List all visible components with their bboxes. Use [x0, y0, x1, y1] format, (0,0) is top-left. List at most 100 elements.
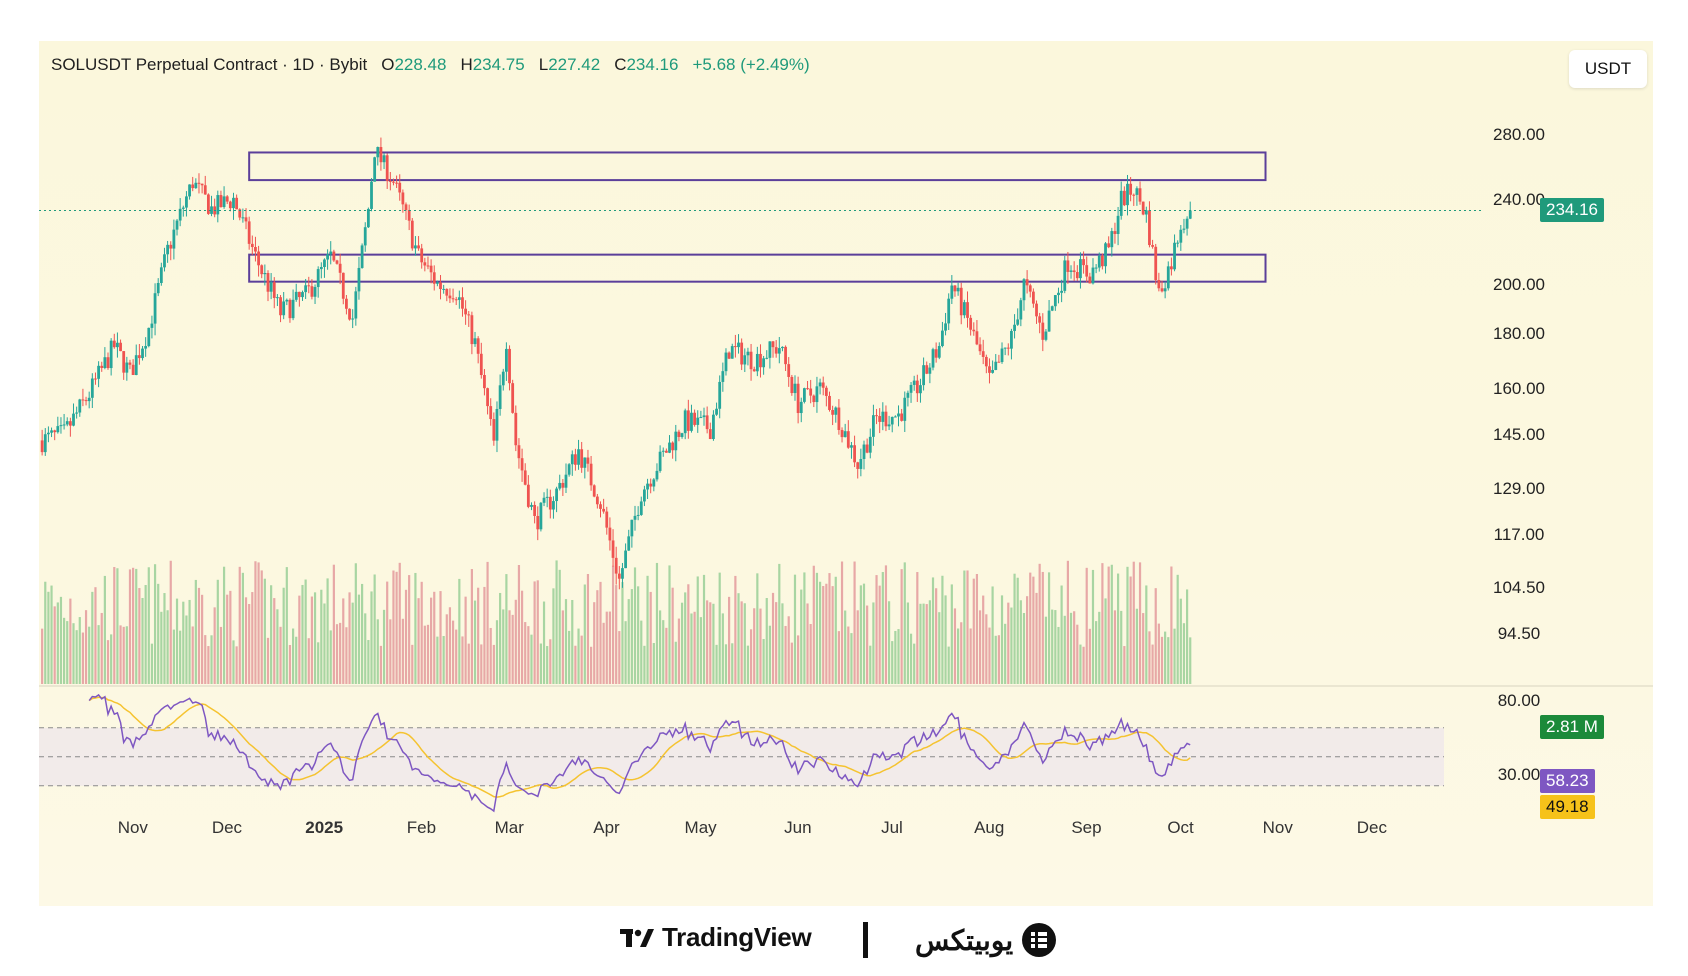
volume-bar — [445, 614, 448, 684]
high-value: 234.75 — [472, 55, 525, 74]
volume-bar — [884, 565, 888, 684]
candle-body — [850, 445, 853, 448]
resistance-zone — [248, 151, 1267, 182]
candle-body — [1066, 260, 1070, 272]
candle-body — [740, 342, 744, 365]
volume-bar — [125, 626, 128, 684]
price-axis-label: 104.50 — [1493, 578, 1545, 597]
volume-bar — [558, 569, 561, 684]
currency-button[interactable]: USDT — [1569, 50, 1647, 88]
candle-body — [548, 496, 552, 510]
volume-bar — [514, 599, 517, 684]
candle-body — [448, 295, 452, 299]
volume-bar — [903, 562, 906, 684]
candle-body — [730, 346, 734, 359]
time-axis-label: Mar — [495, 818, 525, 837]
volume-bar — [1135, 608, 1139, 684]
volume-bar — [248, 604, 251, 684]
candle-body — [574, 454, 577, 465]
candle-body — [815, 386, 819, 403]
volume-bar — [800, 589, 803, 684]
volume-bar — [787, 616, 790, 684]
volume-bar — [564, 599, 568, 684]
candle-body — [294, 291, 298, 300]
ubitex-icon — [1022, 923, 1057, 957]
volume-bar — [448, 607, 452, 684]
volume-bar — [44, 581, 47, 684]
candle-body — [746, 351, 750, 356]
candle-body — [643, 489, 646, 502]
volume-bar — [470, 569, 473, 684]
volume-bar — [840, 561, 844, 684]
time-axis-label: Dec — [212, 818, 243, 837]
candle-body — [683, 410, 687, 434]
candle-body — [504, 348, 508, 372]
footer-branding: TradingView یوبیتکس — [0, 920, 1688, 960]
volume-bar — [1154, 588, 1157, 684]
candle-body — [1072, 270, 1076, 273]
candle-body — [511, 383, 515, 413]
candle-body — [454, 299, 458, 301]
volume-bar — [950, 584, 953, 684]
volume-bar — [458, 578, 461, 684]
candle-body — [1113, 231, 1117, 234]
volume-bar — [511, 614, 514, 684]
volume-bar — [677, 618, 681, 684]
candle-body — [109, 340, 113, 369]
volume-bar — [1148, 631, 1151, 684]
symbol-header: SOLUSDT Perpetual Contract · 1D · Bybit … — [51, 55, 810, 75]
volume-bar — [135, 568, 138, 684]
volume-bar — [997, 635, 1000, 684]
volume-bar — [53, 606, 56, 684]
candle-body — [398, 182, 402, 193]
candle-body — [81, 399, 85, 401]
candle-body — [552, 501, 555, 510]
candle-body — [254, 247, 257, 252]
volume-bar — [282, 587, 285, 684]
volume-bar — [386, 581, 389, 684]
chart-area[interactable]: Nov Dec 2025 Feb Mar Apr May Jun Jul Aug Sep Oct Nov… — [39, 41, 1653, 906]
volume-bar — [731, 643, 734, 684]
volume-bar — [818, 581, 822, 684]
volume-bar — [1047, 572, 1051, 684]
volume-bar — [1107, 566, 1110, 684]
chart-canvas[interactable]: Nov Dec 2025 Feb Mar Apr May Jun Jul Aug Sep Oct Nov… — [39, 41, 1653, 906]
price-axis-label: 280.00 — [1493, 125, 1545, 144]
candle-body — [345, 298, 348, 309]
volume-bar — [875, 575, 878, 684]
volume-bar — [41, 628, 44, 684]
candle-body — [432, 272, 436, 284]
low-value: 227.42 — [548, 55, 601, 74]
volume-bar — [84, 610, 88, 684]
volume-bar — [621, 582, 624, 684]
volume-bar — [69, 598, 72, 684]
candle-body — [373, 157, 377, 182]
candle-body — [702, 415, 706, 418]
volume-bar — [1013, 573, 1016, 684]
volume-bar — [204, 635, 207, 684]
volume-bar — [351, 602, 354, 684]
volume-bar — [985, 614, 988, 684]
candle-body — [1116, 215, 1120, 234]
volume-bar — [655, 562, 659, 684]
candle-body — [435, 282, 439, 284]
candle-body — [1141, 201, 1145, 215]
candle-body — [272, 282, 276, 298]
candle-body — [370, 181, 373, 209]
candle-body — [1160, 288, 1164, 292]
volume-bar — [1069, 612, 1073, 684]
candle-body — [1079, 259, 1082, 279]
volume-bar — [320, 589, 323, 684]
volume-bar — [674, 641, 677, 684]
volume-bar — [1073, 611, 1076, 684]
candle-body — [906, 392, 910, 398]
candle-body — [599, 504, 602, 509]
volume-bar — [527, 626, 530, 684]
candle-body — [1013, 324, 1016, 331]
candle-body — [316, 269, 320, 288]
volume-bar — [549, 639, 552, 684]
volume-bar — [266, 637, 270, 684]
candle-body — [834, 407, 838, 415]
volume-bar — [442, 635, 445, 684]
open-label: O — [381, 55, 395, 74]
